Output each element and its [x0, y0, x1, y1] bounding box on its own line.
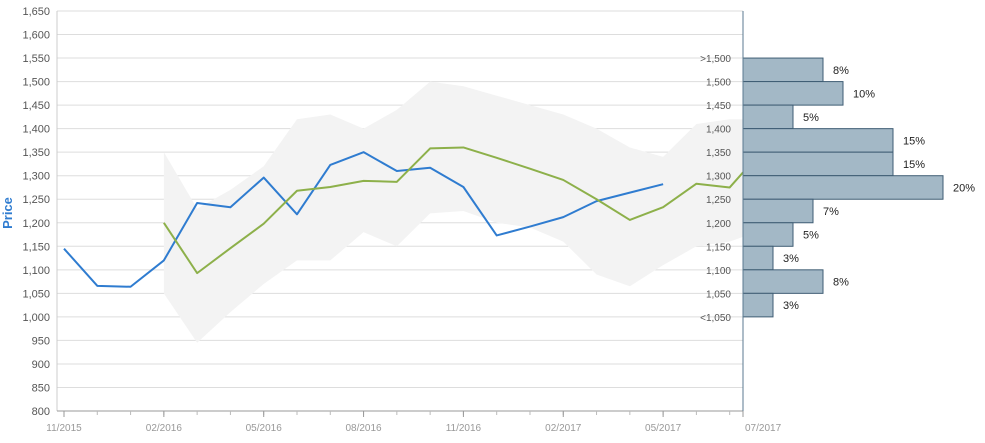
histogram-bar: [742, 175, 944, 200]
histogram-bar: [742, 292, 774, 318]
histogram-percent-label: 8%: [833, 277, 849, 289]
histogram-bin-label: 1,150: [706, 242, 731, 253]
histogram-bin-label: 1,300: [706, 172, 731, 183]
distribution-histogram: 8% >1,500 10% 1,500 5% 1,450 15% 1,400 15% 1,350 2…: [700, 54, 975, 324]
histogram-bin-label: 1,050: [706, 289, 731, 300]
x-tick-label: 02/2016: [146, 423, 183, 434]
y-tick-label: 1,300: [22, 171, 50, 183]
histogram-percent-label: 20%: [953, 182, 975, 194]
histogram-bar: [742, 222, 794, 247]
y-tick-label: 1,050: [22, 288, 50, 300]
forecast-range-band: [163, 81, 744, 343]
histogram-percent-label: 5%: [803, 112, 819, 124]
x-tick-label: 11/2016: [446, 423, 482, 434]
y-tick-label: 1,350: [22, 147, 50, 159]
histogram-bin-label: <1,050: [700, 313, 731, 324]
y-tick-label: 1,600: [22, 30, 50, 42]
histogram-percent-label: 10%: [853, 88, 875, 100]
y-tick-label: 1,250: [22, 194, 50, 206]
histogram-percent-label: 15%: [903, 135, 925, 147]
histogram-bin-label: 1,350: [706, 148, 731, 159]
y-tick-labels: 1,650 1,600 1,550 1,500 1,450 1,400 1,350 1,300…: [22, 6, 50, 418]
range-band: [163, 81, 744, 343]
histogram-bin-label: 1,100: [706, 266, 731, 277]
histogram-percent-label: 5%: [803, 230, 819, 242]
x-tick-label: 05/2016: [246, 423, 283, 434]
histogram-bin-label: 1,500: [706, 78, 731, 89]
x-tick-labels: 11/2015 02/2016 05/2016 08/2016 11/2016 02/20…: [46, 411, 782, 434]
green-price-line: [163, 146, 744, 275]
histogram-bin-label: 1,200: [706, 219, 731, 230]
y-tick-label: 850: [32, 382, 50, 394]
histogram-percent-label: 3%: [783, 300, 799, 312]
y-tick-label: 1,000: [22, 312, 50, 324]
histogram-percent-label: 15%: [903, 159, 925, 171]
y-tick-label: 1,100: [22, 265, 50, 277]
histogram-bar: [742, 269, 824, 294]
histogram-percent-label: 7%: [823, 206, 839, 218]
y-axis-label: Price: [0, 197, 15, 229]
y-tick-label: 800: [32, 406, 50, 418]
x-tick-label: 08/2016: [345, 423, 382, 434]
histogram-percent-label: 8%: [833, 65, 849, 77]
histogram-bar: [742, 245, 774, 271]
histogram-bin-label: >1,500: [700, 54, 731, 65]
y-tick-label: 1,450: [22, 100, 50, 112]
x-tick-label: 07/2017: [745, 423, 782, 434]
blue-price-line: [63, 151, 664, 288]
histogram-bar: [742, 104, 794, 130]
y-tick-label: 950: [32, 335, 50, 347]
histogram-percent-label: 3%: [783, 253, 799, 265]
y-tick-label: 1,400: [22, 124, 50, 136]
y-tick-label: 900: [32, 359, 50, 371]
x-tick-label: 02/2017: [545, 423, 582, 434]
histogram-bar: [742, 81, 844, 106]
x-tick-label: 05/2017: [645, 423, 682, 434]
histogram-bar: [742, 128, 894, 153]
x-tick-label: 11/2015: [46, 423, 82, 434]
histogram-bar: [742, 151, 894, 177]
histogram-bar: [742, 198, 814, 224]
series-lines: [63, 146, 744, 288]
y-tick-label: 1,150: [22, 241, 50, 253]
histogram-bar: [742, 57, 824, 83]
y-tick-label: 1,550: [22, 53, 50, 65]
y-tick-label: 1,500: [22, 77, 50, 89]
axes: [56, 11, 744, 415]
histogram-bin-label: 1,250: [706, 195, 731, 206]
y-tick-label: 1,650: [22, 6, 50, 18]
histogram-bin-label: 1,450: [706, 101, 731, 112]
histogram-bin-label: 1,400: [706, 125, 731, 136]
y-tick-label: 1,200: [22, 218, 50, 230]
